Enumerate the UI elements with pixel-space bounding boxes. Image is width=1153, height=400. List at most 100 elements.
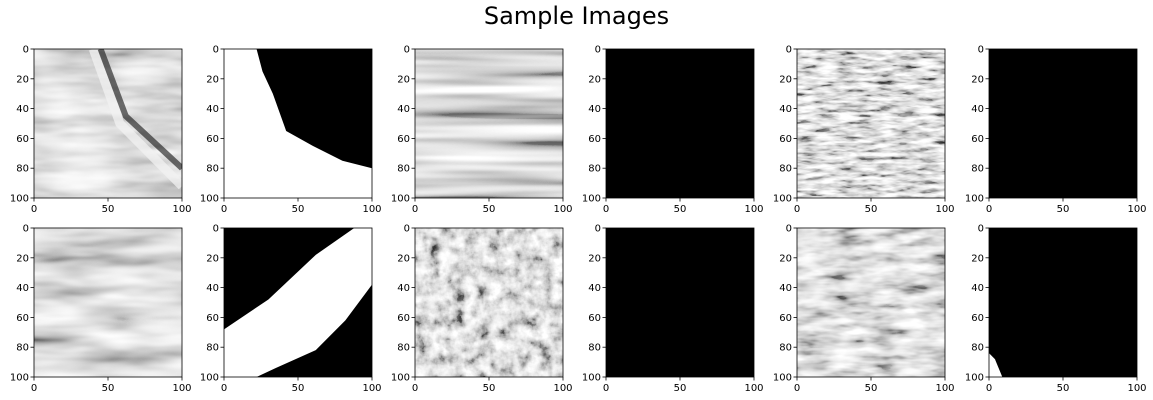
y-tick-label: 100 — [582, 194, 601, 205]
y-tick-label: 0 — [978, 224, 984, 235]
y-tick-label: 0 — [213, 224, 219, 235]
x-tick-label: 50 — [865, 383, 878, 394]
x-tick-label: 100 — [553, 204, 572, 215]
x-tick-label: 100 — [362, 204, 381, 215]
y-tick-label: 20 — [206, 74, 219, 85]
mask-background — [606, 49, 754, 198]
y-tick-label: 60 — [588, 313, 601, 324]
y-tick-label: 40 — [16, 283, 29, 294]
y-tick-label: 60 — [971, 134, 984, 145]
x-tick-label: 0 — [603, 204, 609, 215]
y-tick-label: 100 — [391, 373, 410, 384]
y-tick-label: 80 — [397, 343, 410, 354]
y-tick-label: 60 — [779, 134, 792, 145]
x-tick-label: 50 — [483, 204, 496, 215]
y-tick-label: 80 — [16, 164, 29, 175]
y-tick-label: 60 — [588, 134, 601, 145]
seismic-image — [415, 228, 563, 377]
x-tick-label: 0 — [31, 383, 37, 394]
mask-background — [989, 228, 1137, 377]
y-tick-label: 100 — [773, 373, 792, 384]
x-tick-label: 100 — [553, 383, 572, 394]
seismic-image — [797, 228, 945, 377]
y-tick-label: 0 — [213, 45, 219, 56]
x-tick-label: 50 — [674, 204, 687, 215]
y-tick-label: 100 — [773, 194, 792, 205]
y-tick-label: 40 — [397, 104, 410, 115]
y-tick-label: 40 — [779, 104, 792, 115]
x-tick-label: 100 — [935, 383, 954, 394]
y-tick-label: 40 — [16, 104, 29, 115]
y-tick-label: 60 — [16, 134, 29, 145]
y-tick-label: 80 — [206, 343, 219, 354]
y-tick-label: 100 — [965, 373, 984, 384]
x-tick-label: 0 — [412, 383, 418, 394]
y-tick-label: 80 — [588, 343, 601, 354]
y-tick-label: 40 — [971, 283, 984, 294]
x-tick-label: 0 — [221, 383, 227, 394]
y-tick-label: 80 — [971, 164, 984, 175]
y-tick-label: 0 — [978, 45, 984, 56]
x-tick-label: 100 — [1127, 383, 1146, 394]
y-tick-label: 0 — [23, 224, 29, 235]
y-tick-label: 0 — [786, 45, 792, 56]
x-tick-label: 0 — [221, 204, 227, 215]
y-tick-label: 40 — [779, 283, 792, 294]
y-tick-label: 20 — [16, 253, 29, 264]
y-tick-label: 40 — [971, 104, 984, 115]
y-tick-label: 80 — [779, 343, 792, 354]
x-tick-label: 100 — [362, 383, 381, 394]
x-tick-label: 100 — [744, 204, 763, 215]
seismic-image — [34, 228, 182, 377]
panel-0-5: 0 50 100020406080100 — [965, 45, 1147, 216]
y-tick-label: 40 — [588, 104, 601, 115]
x-tick-label: 50 — [292, 204, 305, 215]
x-tick-label: 100 — [172, 383, 191, 394]
y-tick-label: 60 — [971, 313, 984, 324]
y-tick-label: 20 — [397, 74, 410, 85]
x-tick-label: 50 — [483, 383, 496, 394]
x-tick-label: 50 — [1057, 383, 1070, 394]
x-tick-label: 50 — [865, 204, 878, 215]
x-tick-label: 0 — [794, 383, 800, 394]
seismic-image — [415, 49, 563, 198]
y-tick-label: 80 — [206, 164, 219, 175]
x-tick-label: 50 — [102, 204, 115, 215]
x-tick-label: 100 — [744, 383, 763, 394]
y-tick-label: 60 — [16, 313, 29, 324]
x-tick-label: 50 — [102, 383, 115, 394]
y-tick-label: 0 — [595, 45, 601, 56]
y-tick-label: 60 — [206, 313, 219, 324]
x-tick-label: 50 — [674, 383, 687, 394]
y-tick-label: 60 — [779, 313, 792, 324]
y-tick-label: 100 — [391, 194, 410, 205]
y-tick-label: 40 — [588, 283, 601, 294]
y-tick-label: 0 — [786, 224, 792, 235]
y-tick-label: 0 — [595, 224, 601, 235]
y-tick-label: 20 — [16, 74, 29, 85]
y-tick-label: 40 — [206, 104, 219, 115]
mask-background — [989, 49, 1137, 198]
x-tick-label: 0 — [412, 204, 418, 215]
y-tick-label: 100 — [200, 194, 219, 205]
y-tick-label: 100 — [10, 194, 29, 205]
y-tick-label: 80 — [779, 164, 792, 175]
y-tick-label: 20 — [779, 74, 792, 85]
x-tick-label: 0 — [794, 204, 800, 215]
y-tick-label: 100 — [582, 373, 601, 384]
y-tick-label: 0 — [404, 45, 410, 56]
y-tick-label: 20 — [971, 253, 984, 264]
x-tick-label: 0 — [986, 204, 992, 215]
y-tick-label: 0 — [404, 224, 410, 235]
y-tick-label: 40 — [397, 283, 410, 294]
